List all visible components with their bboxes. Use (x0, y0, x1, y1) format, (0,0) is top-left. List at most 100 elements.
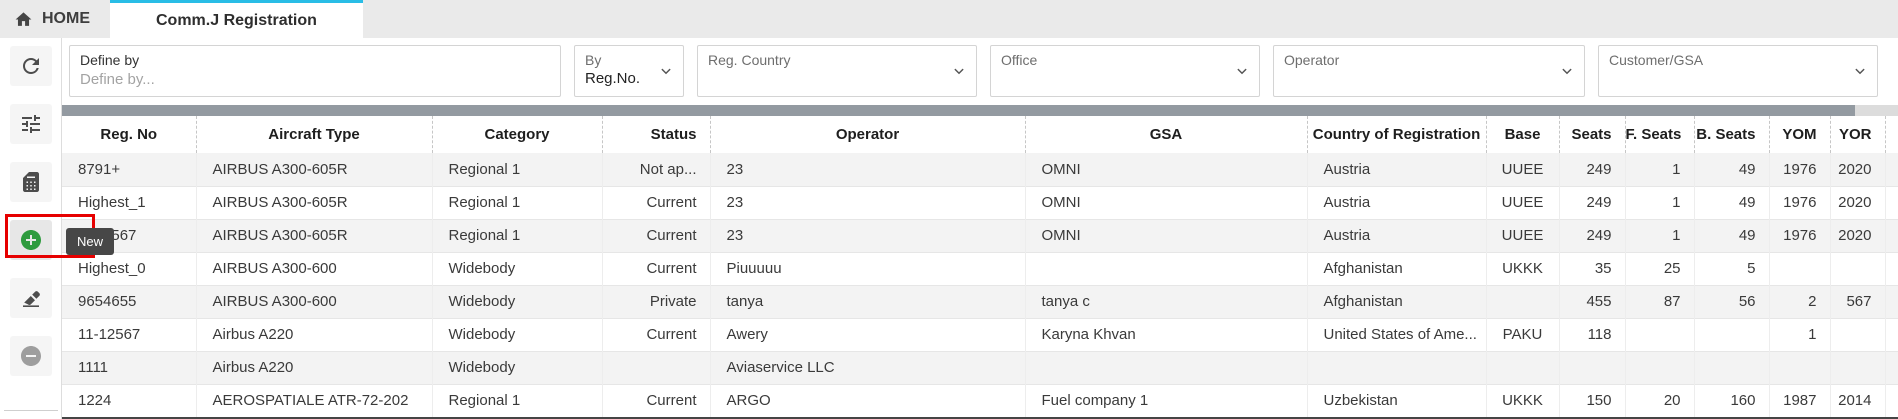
reg-country-select[interactable]: Reg. Country (697, 45, 977, 97)
cell-operator: ARGO (710, 384, 1026, 417)
column-header-b-seats[interactable]: B. Seats (1694, 116, 1770, 153)
cell-yom (1769, 351, 1831, 384)
row-spacer (1885, 219, 1898, 252)
column-header-yor[interactable]: YOR (1830, 116, 1886, 153)
home-icon (14, 10, 33, 29)
cell-seats: 249 (1559, 219, 1626, 252)
refresh-icon[interactable] (9, 46, 52, 86)
cell-gsa: tanya c (1025, 285, 1308, 318)
column-header-gsa[interactable]: GSA (1025, 116, 1308, 153)
cell-reg-no: 11-12567 (62, 318, 197, 351)
table-row[interactable]: 1224 AEROSPATIALE ATR-72-202 Regional 1 Cur… (62, 384, 1898, 417)
column-header-f-seats[interactable]: F. Seats (1625, 116, 1695, 153)
tab-home[interactable]: HOME (0, 0, 110, 38)
cell-status: Current (602, 252, 711, 285)
by-select[interactable]: By Reg.No. (574, 45, 684, 97)
cell-operator: 23 (710, 186, 1026, 219)
header-spacer (1885, 116, 1898, 153)
cell-aircraft-type: AIRBUS A300-600 (196, 285, 433, 318)
customer-gsa-select[interactable]: Customer/GSA (1598, 45, 1878, 97)
cell-seats: 249 (1559, 186, 1626, 219)
eraser-icon[interactable] (9, 278, 52, 318)
table-row[interactable]: 11-12567 Airbus A220 Widebody Current Awery K… (62, 318, 1898, 351)
by-value: Reg.No. (585, 70, 641, 87)
row-spacer (1885, 153, 1898, 186)
cell-yom: 1976 (1769, 219, 1831, 252)
document-grid-icon[interactable] (9, 162, 52, 202)
define-by-input[interactable] (80, 69, 550, 88)
tab-registration-label: Comm.J Registration (156, 11, 317, 29)
table-row[interactable]: 8791+ AIRBUS A300-605R Regional 1 Not ap...… (62, 153, 1898, 186)
chevron-down-icon (657, 62, 675, 80)
column-header-reg-no[interactable]: Reg. No (62, 116, 197, 153)
define-by-field[interactable]: Define by (69, 45, 561, 97)
cell-reg-no: Highest_0 (62, 252, 197, 285)
cell-aircraft-type: AEROSPATIALE ATR-72-202 (196, 384, 433, 417)
cell-base: UUEE (1486, 153, 1560, 186)
row-spacer (1885, 252, 1898, 285)
cell-seats: 455 (1559, 285, 1626, 318)
table-row[interactable]: Highest_0 AIRBUS A300-600 Widebody Current P… (62, 252, 1898, 285)
table-row[interactable]: 9654655 AIRBUS A300-600 Widebody Private tan… (62, 285, 1898, 318)
cell-reg-no: Highest_1 (62, 186, 197, 219)
cell-b-seats: 5 (1694, 252, 1770, 285)
cell-base: UKKK (1486, 252, 1560, 285)
column-header-yom[interactable]: YOM (1769, 116, 1831, 153)
cell-b-seats (1694, 318, 1770, 351)
remove-circle-icon[interactable] (9, 336, 52, 376)
chevron-down-icon (1558, 62, 1576, 80)
cell-country-of-registration: Afghanistan (1307, 252, 1487, 285)
cell-yom: 2 (1769, 285, 1831, 318)
operator-select[interactable]: Operator (1273, 45, 1585, 97)
office-select[interactable]: Office (990, 45, 1260, 97)
tab-bar: HOME Comm.J Registration (0, 0, 1898, 38)
cell-category: Regional 1 (432, 219, 603, 252)
row-spacer (1885, 318, 1898, 351)
cell-b-seats: 56 (1694, 285, 1770, 318)
cell-seats (1559, 351, 1626, 384)
chevron-down-icon (1233, 62, 1251, 80)
cell-country-of-registration: Austria (1307, 219, 1487, 252)
cell-gsa: OMNI (1025, 186, 1308, 219)
row-spacer (1885, 384, 1898, 417)
cell-reg-no: 1111 (62, 351, 197, 384)
define-by-label: Define by (80, 52, 140, 68)
cell-yom: 1976 (1769, 186, 1831, 219)
cell-f-seats (1625, 318, 1695, 351)
column-header-country-of-registration[interactable]: Country of Registration (1307, 116, 1487, 153)
office-label: Office (1001, 52, 1038, 68)
cell-yor: 2020 (1830, 219, 1886, 252)
cell-yom (1769, 252, 1831, 285)
column-header-category[interactable]: Category (432, 116, 603, 153)
cell-base: PAKU (1486, 318, 1560, 351)
column-header-aircraft-type[interactable]: Aircraft Type (196, 116, 433, 153)
tab-commj-registration[interactable]: Comm.J Registration (110, 0, 363, 38)
add-circle-icon[interactable] (9, 220, 52, 260)
cell-status: Current (602, 186, 711, 219)
cell-aircraft-type: AIRBUS A300-605R (196, 186, 433, 219)
cell-f-seats: 87 (1625, 285, 1695, 318)
cell-gsa: OMNI (1025, 219, 1308, 252)
cell-category: Regional 1 (432, 384, 603, 417)
table-row[interactable]: Highest_1 AIRBUS A300-605R Regional 1 Curre… (62, 186, 1898, 219)
cell-seats: 118 (1559, 318, 1626, 351)
column-header-status[interactable]: Status (602, 116, 711, 153)
cell-status (602, 351, 711, 384)
table-row[interactable]: 1111 Airbus A220 Widebody Aviaservice LLC (62, 351, 1898, 384)
cell-b-seats: 49 (1694, 186, 1770, 219)
cell-b-seats (1694, 351, 1770, 384)
cell-aircraft-type: AIRBUS A300-605R (196, 219, 433, 252)
cell-country-of-registration: Uzbekistan (1307, 384, 1487, 417)
table-header-row: Reg. No Aircraft Type Category Status Operat… (62, 116, 1898, 153)
tune-filters-icon[interactable] (9, 104, 52, 144)
scrollbar-thumb[interactable] (62, 105, 1855, 116)
cell-seats: 35 (1559, 252, 1626, 285)
column-header-seats[interactable]: Seats (1559, 116, 1626, 153)
column-header-operator[interactable]: Operator (710, 116, 1026, 153)
cell-aircraft-type: AIRBUS A300-605R (196, 153, 433, 186)
cell-base: UKKK (1486, 384, 1560, 417)
column-header-base[interactable]: Base (1486, 116, 1560, 153)
cell-aircraft-type: Airbus A220 (196, 318, 433, 351)
by-label: By (585, 52, 602, 68)
